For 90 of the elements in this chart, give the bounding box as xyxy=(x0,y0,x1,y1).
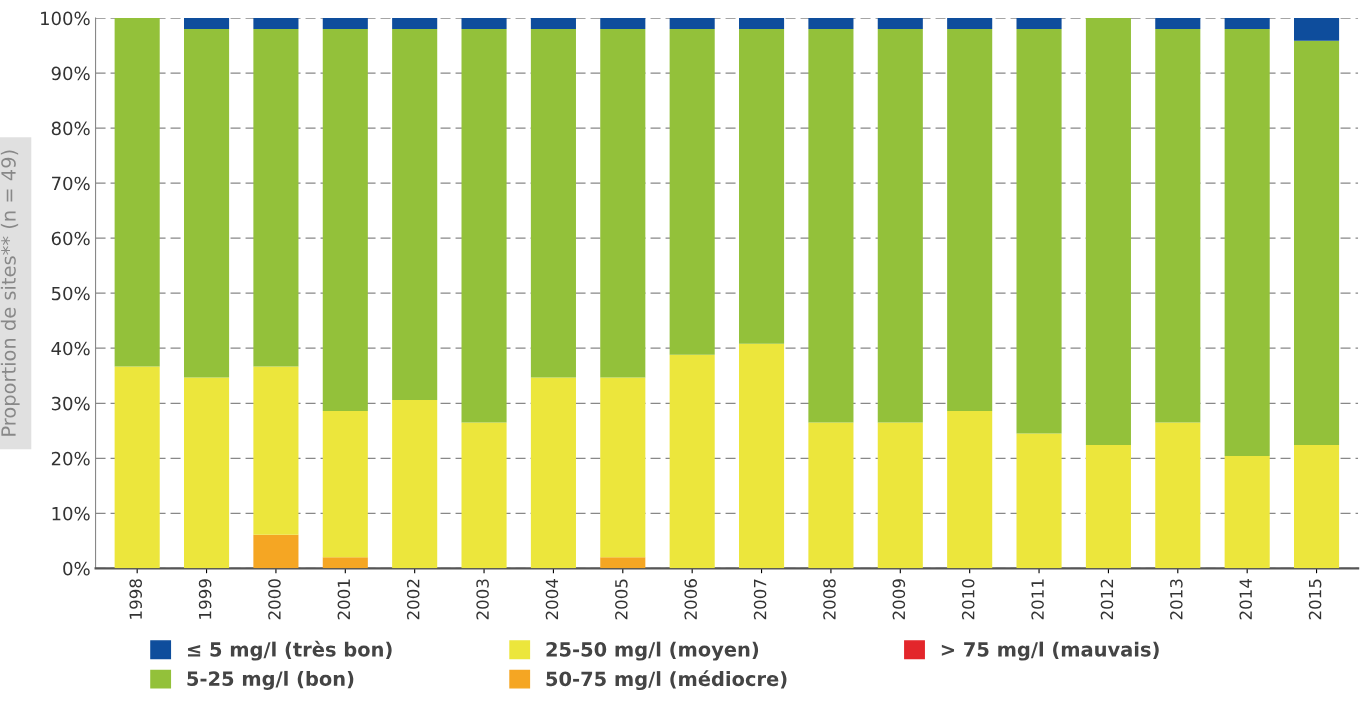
x-tick-label: 2004 xyxy=(545,579,559,620)
x-tick-label: 2000 xyxy=(268,579,281,620)
bar xyxy=(1155,422,1201,569)
bar xyxy=(461,18,507,30)
y-tick-label: 90% xyxy=(51,66,90,81)
bar xyxy=(322,557,368,569)
y-tick-label: 0% xyxy=(63,561,90,576)
bar xyxy=(184,29,230,378)
bar xyxy=(1016,18,1062,30)
bar xyxy=(322,29,368,411)
bar xyxy=(947,410,993,569)
y-tick-label: 30% xyxy=(51,396,90,411)
x-tick-label: 2014 xyxy=(1239,579,1253,620)
y-tick-label: 10% xyxy=(52,506,90,521)
bar xyxy=(877,29,923,423)
bar xyxy=(1155,29,1201,423)
legend-label: 50-75 mg/l (médiocre) xyxy=(546,670,787,691)
x-tick-label: 2007 xyxy=(753,579,767,620)
bar xyxy=(877,18,923,30)
y-tick-label: 70% xyxy=(52,176,90,191)
bar xyxy=(1085,18,1131,446)
x-tick-label: 2006 xyxy=(684,579,698,620)
bar xyxy=(253,18,299,30)
x-tick-label: 2015 xyxy=(1308,579,1322,620)
bar xyxy=(600,377,646,558)
x-tick-label: 2012 xyxy=(1100,579,1114,620)
x-tick-label: 2009 xyxy=(892,579,906,620)
bar xyxy=(739,29,785,344)
bar xyxy=(1224,29,1270,457)
legend-label: ≤ 5 mg/l (très bon) xyxy=(187,640,392,661)
bar xyxy=(669,18,715,30)
y-tick-label: 60% xyxy=(51,231,90,246)
bar xyxy=(392,18,438,30)
bar xyxy=(461,422,507,569)
bar xyxy=(1294,18,1340,41)
bar xyxy=(808,29,854,423)
y-tick-label: 50% xyxy=(51,286,90,301)
y-axis-title: Proportion de sites** (n = 49) xyxy=(0,150,20,436)
bar xyxy=(530,29,576,378)
bar xyxy=(184,377,230,569)
bar xyxy=(600,29,646,378)
y-tick-label: 100% xyxy=(41,11,90,26)
bar xyxy=(530,377,576,569)
bar xyxy=(253,29,299,367)
bar xyxy=(1016,29,1062,434)
bar xyxy=(1085,445,1131,569)
bar xyxy=(253,534,299,569)
bar xyxy=(392,29,438,400)
bar xyxy=(947,18,993,30)
x-tick-label: 2003 xyxy=(476,579,489,620)
bar xyxy=(947,29,993,411)
bar xyxy=(461,29,507,423)
bar xyxy=(877,422,923,569)
bar xyxy=(114,18,160,367)
bar xyxy=(322,18,368,30)
legend-label: 5-25 mg/l (bon) xyxy=(187,670,354,690)
bar xyxy=(600,18,646,30)
bar xyxy=(253,366,299,535)
y-tick-label: 20% xyxy=(51,451,90,466)
bar xyxy=(1016,433,1062,569)
bar xyxy=(184,18,230,30)
x-tick-label: 2013 xyxy=(1170,579,1183,620)
x-tick-label: 2011 xyxy=(1031,579,1044,620)
bar xyxy=(1294,445,1340,569)
bar xyxy=(1155,18,1201,30)
bar xyxy=(1224,456,1270,569)
y-tick-label: 40% xyxy=(51,341,90,356)
legend-label: 25-50 mg/l (moyen) xyxy=(546,641,759,661)
bar xyxy=(1294,40,1340,446)
x-tick-label: 2008 xyxy=(823,579,836,620)
bar xyxy=(739,343,785,569)
bar xyxy=(669,29,715,355)
bar xyxy=(1224,18,1270,30)
x-tick-label: 1998 xyxy=(129,579,143,619)
y-tick-label: 80% xyxy=(51,121,90,136)
bar xyxy=(322,410,368,558)
bar xyxy=(600,557,646,569)
x-tick-label: 2005 xyxy=(615,579,628,620)
x-tick-label: 2002 xyxy=(406,579,420,620)
bar xyxy=(808,18,854,30)
bar xyxy=(739,18,785,30)
bar xyxy=(530,18,576,30)
bar xyxy=(669,354,715,569)
bar xyxy=(808,422,854,569)
legend-label: > 75 mg/l (mauvais) xyxy=(941,641,1159,661)
bar xyxy=(114,366,160,569)
x-tick-label: 2010 xyxy=(961,579,975,620)
x-tick-label: 2001 xyxy=(337,579,351,620)
x-tick-label: 1999 xyxy=(198,579,212,619)
bar xyxy=(392,399,438,569)
